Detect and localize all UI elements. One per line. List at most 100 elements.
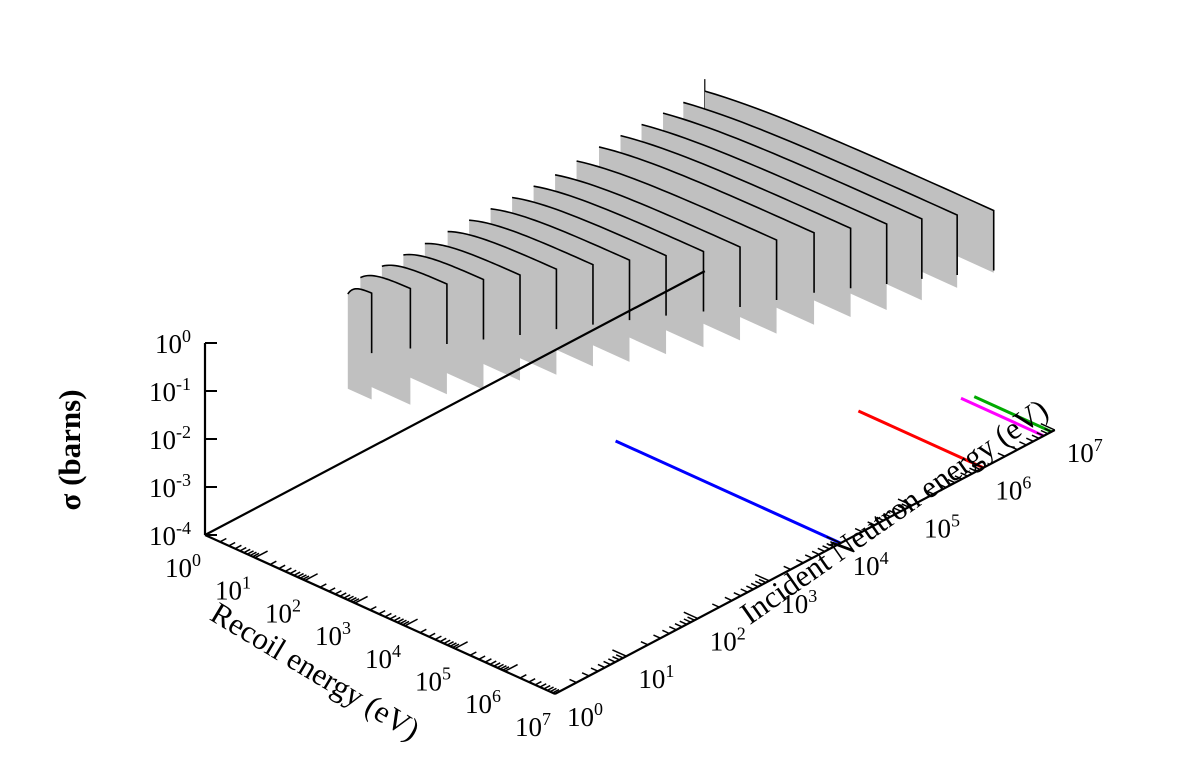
x-tick [452, 643, 460, 649]
y-tick [603, 660, 611, 666]
slice-line [447, 230, 558, 330]
x-tick [534, 680, 542, 686]
x-tick [519, 674, 527, 679]
x-tick [404, 618, 418, 627]
x-tick [454, 641, 468, 650]
y-tick [938, 483, 947, 489]
x-tick [346, 595, 354, 601]
y-tick [608, 658, 616, 663]
slice-line [511, 196, 667, 316]
x-tick [389, 614, 397, 620]
x-tick [469, 651, 477, 656]
x-tick [299, 574, 307, 579]
x-tick [354, 595, 368, 604]
x-tick-label: 100 [165, 550, 201, 583]
z-tick-label: 10-4 [149, 518, 191, 551]
x-tick-label: 102 [265, 595, 301, 628]
x-tick [239, 546, 247, 552]
y-tick [1044, 427, 1052, 433]
x-tick-label: 104 [365, 641, 401, 674]
y-tick-label: 107 [1067, 435, 1103, 468]
recoil-axis-line [204, 533, 556, 695]
y-tick [795, 558, 804, 564]
x-tick [384, 612, 392, 618]
y-tick-label: 103 [781, 586, 817, 619]
y-tick [822, 545, 830, 550]
y-tick [954, 475, 963, 480]
x-tick-label: 106 [465, 686, 501, 719]
x-tick [554, 686, 568, 695]
y-tick [653, 634, 661, 639]
slice-line [620, 134, 852, 289]
x-tick [402, 620, 410, 626]
x-tick [249, 551, 257, 557]
slice-line [360, 274, 412, 349]
slice-line [598, 146, 815, 293]
x-tick [228, 541, 236, 547]
y-tick [711, 603, 720, 608]
y-tick [1019, 441, 1027, 446]
x-tick [204, 527, 218, 536]
x-tick [396, 618, 404, 623]
x-tick [246, 550, 254, 555]
z-tick-label: 100 [155, 326, 191, 359]
x-tick [302, 575, 310, 581]
x-tick [349, 596, 357, 602]
slice-line [704, 90, 995, 271]
slice-line [641, 123, 888, 285]
x-tick [269, 560, 277, 566]
y-tick [668, 626, 677, 631]
y-tick [947, 478, 956, 484]
x-tick [499, 665, 507, 670]
y-tick [1010, 445, 1018, 451]
x-tick [219, 537, 227, 543]
y-tick [897, 498, 913, 507]
x-tick [284, 567, 292, 573]
y-tick-label: 102 [710, 624, 746, 657]
y-tick [758, 578, 767, 584]
y-tick [1040, 423, 1056, 431]
x-tick [289, 569, 297, 575]
slice-fill [347, 288, 372, 400]
y-tick [679, 620, 688, 626]
y-tick [1040, 429, 1049, 435]
y-tick [876, 516, 884, 522]
x-tick [549, 687, 557, 693]
x-tick [399, 619, 407, 625]
y-tick [897, 505, 906, 510]
slice-line [424, 242, 521, 335]
y-tick-label: 106 [995, 473, 1031, 506]
tick-labels: 10-4 10-3 10-2 10-1 100 100 101 102 103 104 105 106… [149, 326, 1103, 742]
x-tick [419, 628, 427, 634]
x-tick [234, 544, 242, 550]
y-tick [893, 507, 902, 512]
reference-line-1 [857, 409, 985, 470]
x-tick [446, 640, 454, 646]
x-tick [393, 616, 401, 622]
slice-line [683, 101, 958, 275]
slice-line [576, 160, 778, 301]
y-tick [683, 611, 699, 620]
x-tick [543, 684, 551, 690]
y-tick [969, 467, 977, 473]
x-tick [496, 663, 504, 669]
y-tick [817, 547, 826, 553]
y-tick [804, 554, 813, 559]
slice-line [533, 185, 705, 312]
z-tick-label: 10-3 [149, 470, 191, 503]
y-tick [1036, 432, 1045, 437]
y-tick [1031, 434, 1040, 440]
x-tick-label: 107 [515, 709, 551, 742]
x-tick [369, 605, 377, 611]
y-tick [674, 623, 683, 628]
y-tick [746, 585, 754, 590]
x-tick-label: 103 [315, 618, 351, 651]
x-tick [243, 548, 251, 554]
y-tick [826, 542, 834, 548]
y-tick [569, 678, 577, 684]
y-tick [612, 649, 627, 657]
y-tick [888, 509, 897, 515]
y-tick [854, 527, 863, 533]
y-tick [754, 580, 763, 586]
x-tick [504, 663, 518, 672]
